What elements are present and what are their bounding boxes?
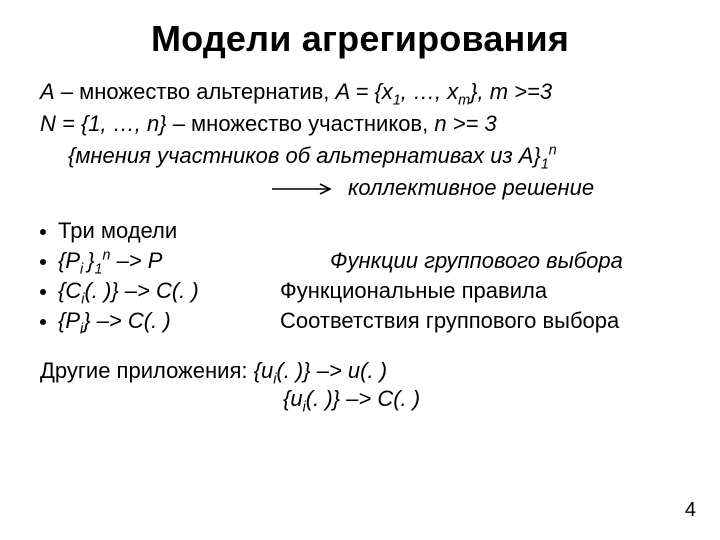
txt-n-desc: – множество участников, — [167, 111, 435, 136]
sym-A: A — [40, 79, 55, 104]
o1-b: (. )} –> u(. ) — [276, 358, 387, 383]
other-label: Другие приложения: — [40, 358, 254, 383]
txt-a-desc: – множество альтернатив, — [55, 79, 336, 104]
line-n-set: N = {1, …, n} – множество участников, n … — [40, 110, 680, 138]
set-A-open: A = {x — [336, 79, 393, 104]
bullet-dot-icon — [40, 229, 46, 235]
page-number: 4 — [685, 499, 696, 522]
set-A-mid: , …, x — [401, 79, 458, 104]
bullet-dot-icon — [40, 319, 46, 325]
bullet-3-right: Функциональные правила — [280, 277, 680, 305]
slide-title: Модели агрегирования — [40, 18, 680, 60]
bullet-4: {Pi} –> C(. ) Соответствия группового вы… — [40, 307, 680, 335]
bullet-2: {Pi }1n –> P Функции группового выбора — [40, 247, 680, 275]
set-N: N = {1, …, n} — [40, 111, 167, 136]
opinions-sub: 1 — [541, 157, 549, 173]
opinions-sup: n — [549, 143, 557, 159]
bullet-3-left: {Ci(. )} –> C(. ) — [58, 277, 268, 305]
o2-b: (. )} –> C(. ) — [306, 386, 420, 411]
other-apps: Другие приложения: {ui(. )} –> u(. ) {ui… — [40, 357, 680, 413]
right-arrow-icon — [270, 182, 338, 196]
slide: Модели агрегирования A – множество альте… — [0, 0, 720, 540]
bullet-2-left: {Pi }1n –> P — [58, 247, 268, 275]
bullet-2-right: Функции группового выбора — [280, 247, 680, 275]
b4-a: {P — [58, 308, 80, 333]
bullet-dot-icon — [40, 289, 46, 295]
b3-b: (. )} –> C(. ) — [84, 278, 198, 303]
b3-a: {C — [58, 278, 81, 303]
o1-a: {u — [254, 358, 274, 383]
other-line-1: Другие приложения: {ui(. )} –> u(. ) — [40, 357, 680, 385]
b2-a: {P — [58, 248, 80, 273]
bullet-4-left: {Pi} –> C(. ) — [58, 307, 268, 335]
bullet-list: Три модели {Pi }1n –> P Функции группово… — [40, 217, 680, 336]
o2-a: {u — [283, 386, 303, 411]
arrow-row: коллективное решение — [40, 174, 680, 202]
b4-b: } –> C(. ) — [83, 308, 170, 333]
b2-b: } — [87, 248, 94, 273]
line-opinions: {мнения участников об альтернативах из A… — [40, 142, 680, 170]
bullet-3: {Ci(. )} –> C(. ) Функциональные правила — [40, 277, 680, 305]
b2-c: –> P — [110, 248, 162, 273]
bullet-4-right: Соответствия группового выбора — [280, 307, 680, 335]
bullet-1-text: Три модели — [58, 217, 268, 245]
line-a-set: A – множество альтернатив, A = {x1, …, x… — [40, 78, 680, 106]
n-ge-3: n >= 3 — [434, 111, 496, 136]
slide-body: A – множество альтернатив, A = {x1, …, x… — [40, 78, 680, 414]
bullet-1: Три модели — [40, 217, 680, 245]
b2-sub2: 1 — [95, 261, 103, 277]
opinions-text: {мнения участников об альтернативах из A… — [68, 143, 541, 168]
sub-m: m — [458, 92, 470, 108]
bullet-dot-icon — [40, 259, 46, 265]
other-line-2: {ui(. )} –> C(. ) — [40, 385, 680, 413]
set-A-close: }, m >=3 — [470, 79, 552, 104]
sub-1: 1 — [393, 92, 401, 108]
collective-decision: коллективное решение — [348, 174, 594, 202]
